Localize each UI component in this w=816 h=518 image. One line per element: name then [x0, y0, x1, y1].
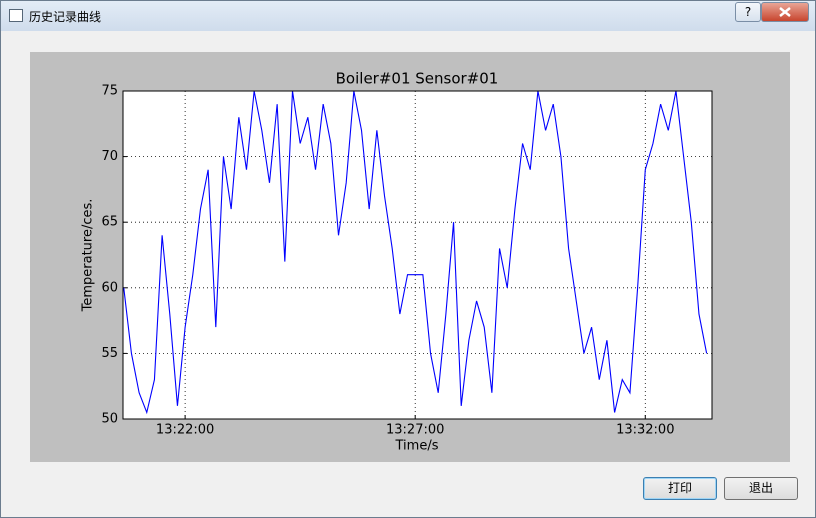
close-button[interactable]: [761, 2, 809, 22]
y-tick-label: 70: [101, 149, 118, 164]
print-button[interactable]: 打印: [643, 477, 717, 500]
window-icon: [9, 9, 23, 22]
exit-button[interactable]: 退出: [724, 477, 798, 500]
y-tick-label: 75: [101, 84, 118, 99]
close-icon: [779, 7, 791, 17]
plot-area: [123, 91, 712, 419]
x-axis-label: Time/s: [395, 439, 439, 454]
plot-border: [122, 90, 713, 420]
chart-title: Boiler#01 Sensor#01: [336, 70, 499, 88]
x-tick-label: 13:22:00: [156, 423, 214, 438]
data-line: [123, 90, 708, 415]
x-tick-label: 13:27:00: [386, 423, 444, 438]
y-tick-label: 50: [101, 412, 118, 427]
window-title: 历史记录曲线: [29, 10, 102, 24]
x-tick-label: 13:32:00: [616, 423, 674, 438]
y-tick-label: 65: [101, 215, 118, 230]
title-bar: 历史记录曲线 ?: [1, 1, 815, 31]
y-tick-label: 55: [101, 346, 118, 361]
y-tick-label: 60: [101, 280, 118, 295]
help-button[interactable]: ?: [735, 2, 761, 22]
y-axis-label: Temperature/ces.: [81, 199, 96, 313]
